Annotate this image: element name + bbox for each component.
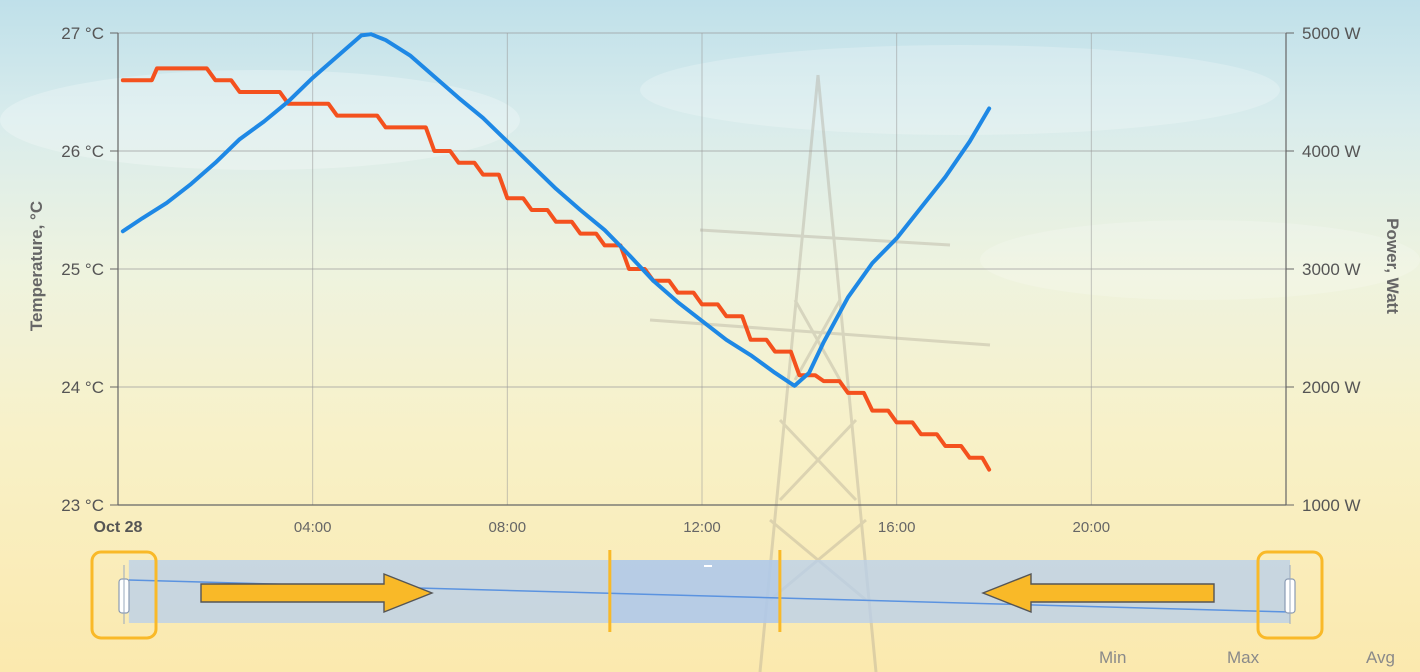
y-left-tick-label: 26 °C [61, 142, 104, 161]
handle-highlight-box [90, 550, 158, 640]
y-right-tick-label: 4000 W [1302, 142, 1361, 161]
min-label: Min [1099, 648, 1127, 667]
series-lines [120, 32, 992, 472]
y-left-tick-label: 23 °C [61, 496, 104, 515]
left-arrow-icon [981, 572, 1215, 614]
x-tick-label: 20:00 [1073, 519, 1111, 536]
y-left-tick-label: 25 °C [61, 260, 104, 279]
range-navigator[interactable] [90, 550, 1324, 640]
y-axis-left-title: Temperature, °C [27, 201, 46, 331]
power-line [120, 32, 992, 388]
x-tick-label: 04:00 [294, 519, 332, 536]
x-tick-label: 12:00 [683, 519, 721, 536]
y-right-tick-label: 5000 W [1302, 24, 1361, 43]
y-left-tick-label: 27 °C [61, 24, 104, 43]
y-right-tick-label: 1000 W [1302, 496, 1361, 515]
x-tick-label: 16:00 [878, 519, 916, 536]
max-label: Max [1227, 648, 1260, 667]
tick-labels: 23 °C 1000 W 24 °C 2000 W 25 °C 3000 W 26 °C 40… [61, 24, 1360, 536]
handle-highlight-box [1256, 550, 1324, 640]
temperature-line [120, 66, 992, 472]
grid-lines [118, 32, 1286, 506]
right-arrow-icon [200, 572, 434, 614]
y-left-tick-label: 24 °C [61, 378, 104, 397]
x-tick-label: 08:00 [489, 519, 527, 536]
navigator-selection [609, 560, 780, 623]
navigator-right-handle[interactable] [1256, 550, 1324, 640]
y-right-tick-label: 2000 W [1302, 378, 1361, 397]
x-tick-label: Oct 28 [94, 519, 143, 536]
y-axis-right-title: Power, Watt [1383, 218, 1402, 314]
axes [110, 32, 1294, 506]
y-right-tick-label: 3000 W [1302, 260, 1361, 279]
avg-label: Avg [1366, 648, 1395, 667]
navigator-left-handle[interactable] [90, 550, 158, 640]
